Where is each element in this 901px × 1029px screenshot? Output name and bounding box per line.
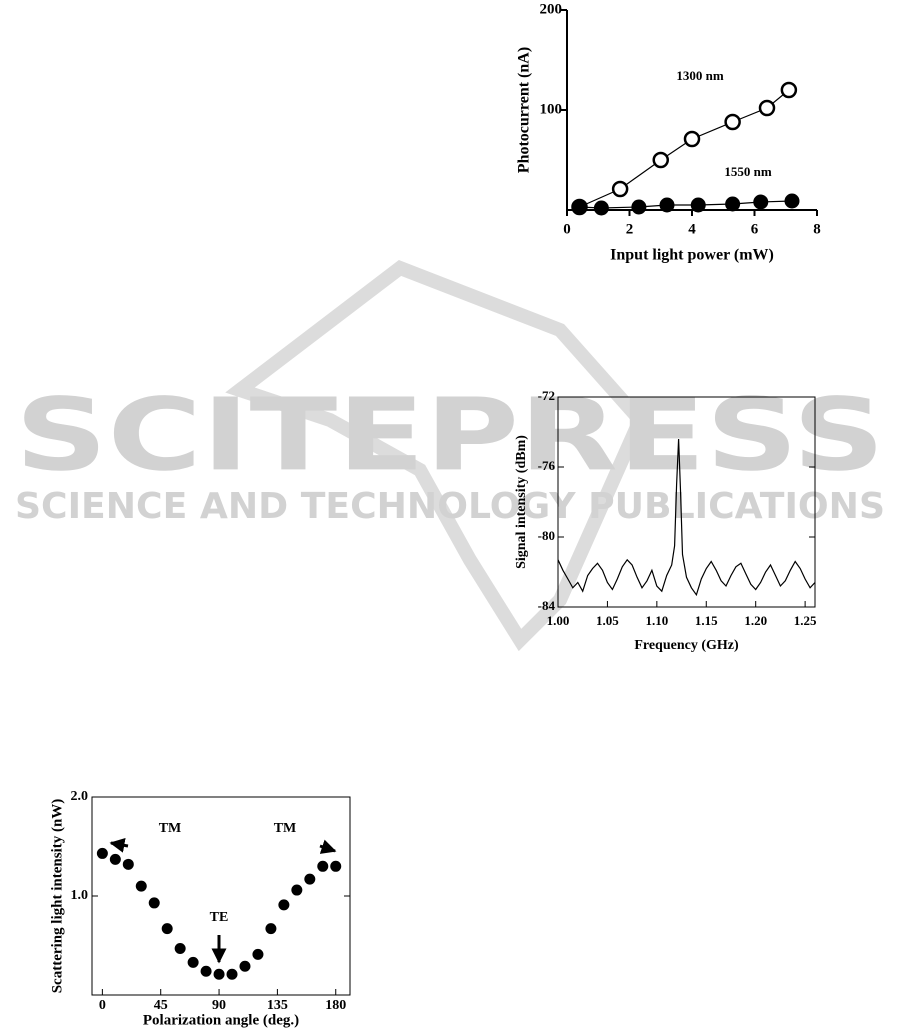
x-tick-label: 1.10 xyxy=(645,613,668,628)
data-point xyxy=(758,99,776,117)
x-tick-label: 1.05 xyxy=(596,613,619,628)
y-axis-title: Photocurrent (nA) xyxy=(516,47,533,173)
data-point xyxy=(317,860,329,872)
x-tick-label: 135 xyxy=(267,998,288,1013)
y-tick-label: 1.0 xyxy=(71,888,89,903)
watermark-logo xyxy=(225,260,649,652)
chart: 0 45 90 135 180 1.0 2.0 Polarization angle (deg… xyxy=(49,789,351,1028)
x-tick-label: 1.25 xyxy=(794,613,817,628)
data-point xyxy=(187,956,199,968)
y-tick-label: -84 xyxy=(538,598,556,613)
y-tick-label: -72 xyxy=(538,388,555,403)
annotation: TM xyxy=(274,821,297,836)
data-point xyxy=(252,948,264,960)
data-point xyxy=(239,960,251,972)
plot-frame xyxy=(557,396,816,608)
x-tick-label: 6 xyxy=(751,221,759,237)
series-line xyxy=(557,438,816,597)
data-point xyxy=(659,197,675,213)
data-point xyxy=(780,81,798,99)
data-point xyxy=(593,200,609,216)
data-point xyxy=(724,113,741,131)
data-point xyxy=(213,968,225,980)
data-point xyxy=(683,130,701,148)
y-tick-label: -76 xyxy=(538,458,556,473)
x-tick-label: 2 xyxy=(626,221,634,237)
watermark-brand: SCITEPRESS xyxy=(15,376,885,493)
data-point xyxy=(109,853,121,865)
annotation-arrow xyxy=(109,837,129,853)
data-point xyxy=(96,847,108,859)
chart: 0 2 4 6 8 100 200 Input light power (mW) Photocu… xyxy=(516,1,821,263)
data-point xyxy=(291,884,303,896)
data-point xyxy=(572,199,587,215)
data-point xyxy=(148,897,160,909)
x-tick-label: 1.20 xyxy=(744,613,767,628)
data-point xyxy=(725,196,741,212)
data-point xyxy=(304,873,316,885)
data-point xyxy=(652,151,669,169)
watermark-tagline: SCIENCE AND TECHNOLOGY PUBLICATIONS xyxy=(15,486,885,527)
data-point xyxy=(122,858,134,870)
x-tick-label: 90 xyxy=(212,998,226,1013)
y-tick-label: 100 xyxy=(540,101,563,117)
annotation: TE xyxy=(210,910,229,925)
data-point xyxy=(265,923,277,935)
y-axis-title: Signal intensity (dBm) xyxy=(514,435,529,569)
data-point xyxy=(200,965,212,977)
series-label: 1550 nm xyxy=(724,164,771,179)
data-point xyxy=(690,197,706,213)
annotation-arrow xyxy=(319,839,337,854)
series-label: 1300 nm xyxy=(676,68,723,83)
plot-frame xyxy=(91,796,351,996)
y-axis-title: Scattering light intensity (nW) xyxy=(49,799,65,994)
y-tick-label: 200 xyxy=(540,1,563,17)
data-point xyxy=(161,923,173,935)
x-tick-label: 4 xyxy=(688,221,696,237)
data-point xyxy=(174,942,186,954)
data-point xyxy=(784,193,800,209)
x-tick-label: 1.15 xyxy=(695,613,718,628)
x-tick-label: 0 xyxy=(563,221,571,237)
data-point xyxy=(611,180,629,198)
x-axis-title: Frequency (GHz) xyxy=(634,638,739,653)
data-point xyxy=(226,968,238,980)
data-point xyxy=(330,860,342,872)
data-point xyxy=(135,880,147,892)
series-line xyxy=(579,89,790,208)
x-tick-label: 8 xyxy=(813,221,821,237)
x-tick-label: 45 xyxy=(154,998,168,1013)
x-tick-label: 180 xyxy=(325,998,346,1013)
x-axis-title: Polarization angle (deg.) xyxy=(143,1012,299,1028)
x-tick-label: 0 xyxy=(99,998,106,1013)
data-point xyxy=(278,899,290,911)
annotation: TM xyxy=(159,821,182,836)
x-axis-title: Input light power (mW) xyxy=(610,247,774,264)
y-tick-label: -80 xyxy=(538,528,555,543)
data-point xyxy=(631,199,647,215)
data-point xyxy=(753,194,769,210)
x-tick-label: 1.00 xyxy=(547,613,570,628)
watermark: SCITEPRESS SCIENCE AND TECHNOLOGY PUBLIC… xyxy=(15,260,885,652)
y-tick-label: 2.0 xyxy=(71,789,89,804)
chart: 1.00 1.05 1.10 1.15 1.20 1.25 -72 -76 -80 -84 Freq… xyxy=(514,388,817,653)
